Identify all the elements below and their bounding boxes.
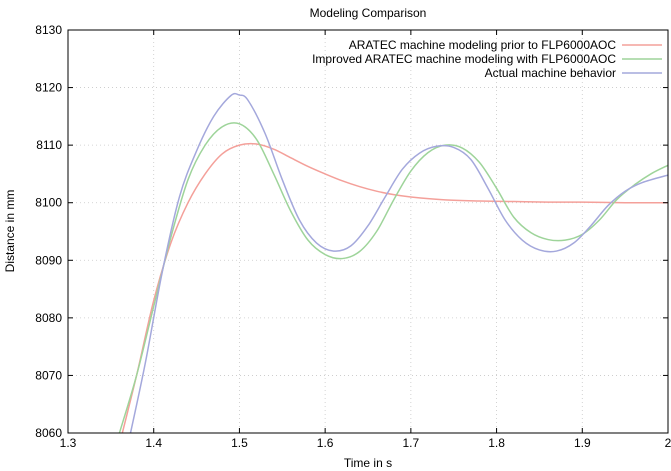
grid	[68, 30, 668, 433]
y-tick-label: 8070	[35, 368, 62, 382]
x-tick-label: 1.6	[317, 436, 334, 450]
chart-title: Modeling Comparison	[310, 6, 427, 20]
x-tick-label: 1.3	[60, 436, 77, 450]
y-tick-label: 8120	[35, 81, 62, 95]
y-axis-ticks: 8060 8070 8080 8090 8100 8110 8120 8130	[35, 23, 668, 440]
plot-frame	[67, 29, 669, 434]
series-line-improved-model	[118, 122, 668, 433]
x-axis-ticks: 1.3 1.4 1.5 1.6 1.7 1.8 1.9 2	[60, 30, 671, 450]
y-tick-label: 8130	[35, 23, 62, 37]
x-tick-label: 1.8	[488, 436, 505, 450]
legend-entry-improved-model-label: Improved ARATEC machine modeling with FL…	[312, 52, 616, 66]
x-tick-label: 2	[665, 436, 671, 450]
legend: ARATEC machine modeling prior to FLP6000…	[312, 38, 662, 80]
series-line-actual-behavior	[129, 92, 668, 433]
y-tick-label: 8090	[35, 253, 62, 267]
legend-entry-actual-behavior-label: Actual machine behavior	[485, 66, 616, 80]
series-line-prior-model	[121, 142, 668, 433]
y-tick-label: 8100	[35, 196, 62, 210]
x-tick-label: 1.9	[574, 436, 591, 450]
x-tick-label: 1.7	[403, 436, 420, 450]
x-axis-label: Time in s	[344, 456, 392, 470]
y-axis-label: Distance in mm	[3, 190, 17, 273]
x-tick-label: 1.4	[145, 436, 162, 450]
y-tick-label: 8110	[36, 138, 62, 152]
plot-lines	[118, 92, 668, 433]
legend-entry-prior-model-label: ARATEC machine modeling prior to FLP6000…	[349, 38, 617, 52]
y-tick-label: 8060	[35, 426, 62, 440]
x-tick-label: 1.5	[231, 436, 248, 450]
y-tick-label: 8080	[35, 311, 62, 325]
